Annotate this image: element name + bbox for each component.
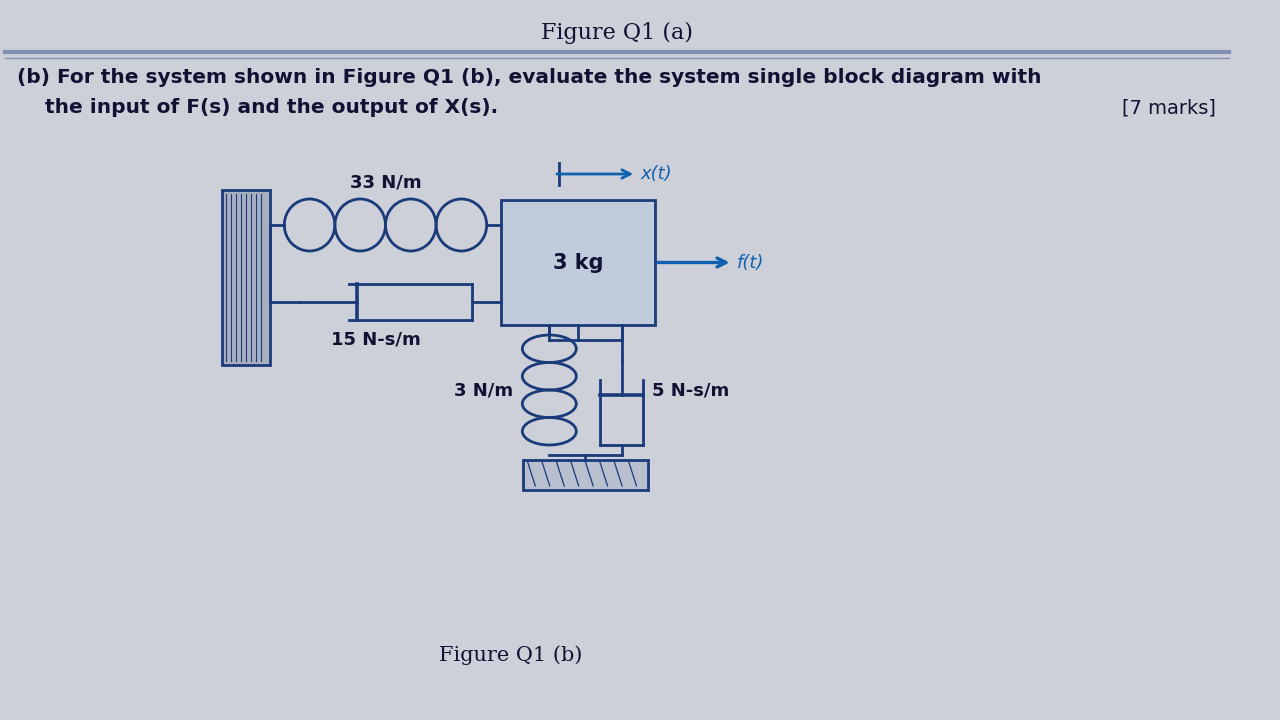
Text: x(t): x(t): [641, 165, 672, 183]
Text: f(t): f(t): [737, 253, 764, 271]
Text: Figure Q1 (b): Figure Q1 (b): [439, 645, 582, 665]
Text: [7 marks]: [7 marks]: [1123, 98, 1216, 117]
Text: Figure Q1 (a): Figure Q1 (a): [540, 22, 692, 44]
Text: 3 kg: 3 kg: [553, 253, 603, 272]
Text: the input of F(s) and the output of X(s).: the input of F(s) and the output of X(s)…: [18, 98, 498, 117]
Text: 15 N-s/m: 15 N-s/m: [332, 330, 421, 348]
Bar: [221, 190, 270, 365]
Text: 3 N/m: 3 N/m: [453, 381, 513, 399]
Text: (b) For the system shown in Figure Q1 (b), evaluate the system s​ingle block dia: (b) For the system shown in Figure Q1 (b…: [18, 68, 1042, 87]
Bar: [502, 200, 655, 325]
Text: 33 N/m: 33 N/m: [349, 173, 421, 191]
Bar: [522, 460, 648, 490]
Text: 5 N-s/m: 5 N-s/m: [653, 381, 730, 399]
